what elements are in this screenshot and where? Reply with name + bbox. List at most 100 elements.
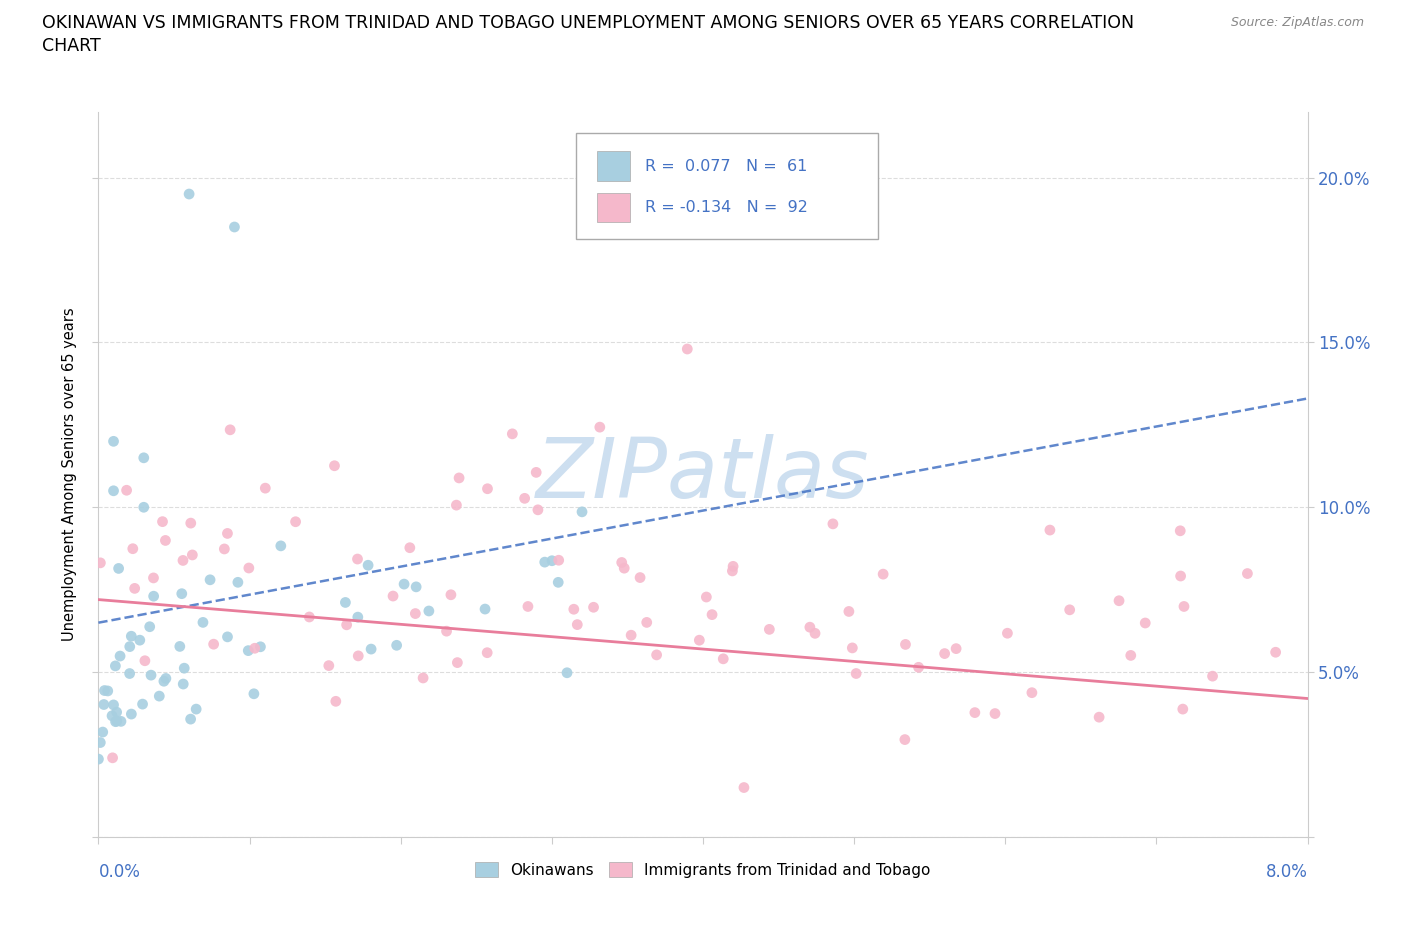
Point: [148, 689, 170, 704]
Point: [243, 686, 266, 701]
Point: [170, 586, 193, 601]
Point: [1201, 669, 1223, 684]
Text: R = -0.134   N =  92: R = -0.134 N = 92: [645, 200, 808, 215]
Point: [243, 641, 266, 656]
Point: [676, 341, 699, 356]
Point: [323, 458, 346, 473]
Point: [142, 589, 165, 604]
Point: [155, 671, 177, 686]
Point: [226, 575, 249, 590]
Point: [1088, 710, 1111, 724]
Point: [103, 434, 125, 449]
Point: [1168, 524, 1191, 538]
Point: [121, 541, 143, 556]
Y-axis label: Unemployment Among Seniors over 65 years: Unemployment Among Seniors over 65 years: [62, 308, 77, 641]
Point: [398, 540, 420, 555]
Point: [180, 711, 202, 726]
Point: [711, 651, 734, 666]
Point: [142, 570, 165, 585]
Point: [934, 646, 956, 661]
Point: [128, 632, 150, 647]
Point: [103, 484, 125, 498]
Point: [89, 735, 111, 750]
Point: [405, 579, 427, 594]
Point: [254, 481, 277, 496]
Point: [104, 658, 127, 673]
Point: [841, 641, 863, 656]
Point: [620, 628, 643, 643]
Point: [191, 615, 214, 630]
Point: [93, 698, 115, 712]
Point: [134, 653, 156, 668]
Point: [270, 538, 292, 553]
Text: 0.0%: 0.0%: [98, 863, 141, 882]
Point: [105, 705, 128, 720]
Point: [1264, 644, 1286, 659]
Point: [997, 626, 1019, 641]
Point: [527, 502, 550, 517]
Point: [541, 553, 564, 568]
Legend: Okinawans, Immigrants from Trinidad and Tobago: Okinawans, Immigrants from Trinidad and …: [470, 856, 936, 884]
Point: [238, 644, 260, 658]
Point: [138, 619, 160, 634]
Point: [963, 705, 986, 720]
FancyBboxPatch shape: [596, 193, 630, 222]
Point: [571, 504, 593, 519]
Point: [132, 499, 155, 514]
Point: [101, 709, 124, 724]
Point: [104, 714, 127, 729]
Point: [474, 602, 496, 617]
Point: [318, 658, 340, 673]
Point: [217, 630, 239, 644]
Point: [1021, 685, 1043, 700]
Point: [335, 595, 357, 610]
Point: [567, 618, 589, 632]
Point: [477, 482, 499, 497]
Point: [107, 561, 129, 576]
Point: [153, 674, 176, 689]
Point: [325, 694, 347, 709]
Point: [385, 638, 408, 653]
Point: [1236, 566, 1258, 581]
Point: [758, 622, 780, 637]
Point: [721, 564, 744, 578]
Text: CHART: CHART: [42, 37, 101, 55]
Text: Source: ZipAtlas.com: Source: ZipAtlas.com: [1230, 16, 1364, 29]
Point: [418, 604, 440, 618]
Point: [628, 570, 651, 585]
Point: [180, 515, 202, 530]
Point: [513, 491, 536, 506]
Point: [181, 548, 204, 563]
Point: [131, 697, 153, 711]
Point: [446, 655, 468, 670]
Point: [87, 751, 110, 766]
Point: [845, 666, 868, 681]
Point: [733, 780, 755, 795]
Point: [118, 666, 141, 681]
Point: [238, 561, 260, 576]
Text: ZIPatlas: ZIPatlas: [536, 433, 870, 515]
Point: [97, 684, 120, 698]
Point: [186, 701, 208, 716]
Point: [1108, 593, 1130, 608]
Point: [152, 514, 174, 529]
Point: [105, 713, 128, 728]
Point: [821, 516, 844, 531]
Point: [799, 619, 821, 634]
Point: [984, 706, 1007, 721]
Point: [214, 541, 236, 556]
Point: [1135, 616, 1157, 631]
Point: [124, 581, 146, 596]
Point: [91, 724, 114, 739]
Point: [700, 607, 723, 622]
Point: [224, 219, 246, 234]
Point: [1039, 523, 1062, 538]
Point: [284, 514, 307, 529]
Point: [198, 572, 221, 587]
Point: [139, 668, 162, 683]
Point: [347, 648, 370, 663]
Point: [346, 610, 368, 625]
Point: [120, 629, 142, 644]
Point: [404, 606, 426, 621]
Point: [645, 647, 668, 662]
